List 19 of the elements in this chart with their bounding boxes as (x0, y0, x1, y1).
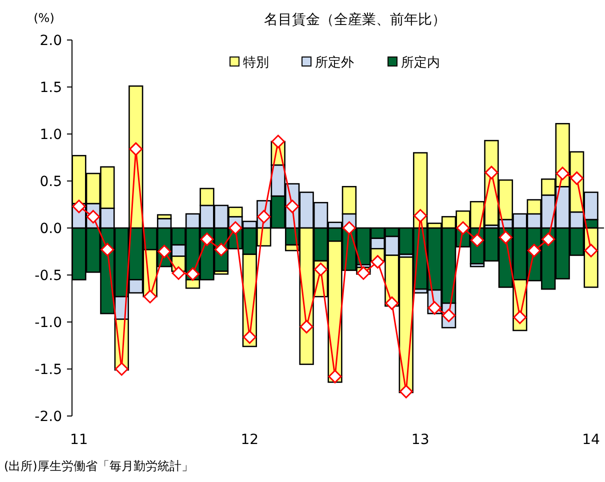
y-tick-label: -0.5 (34, 268, 62, 284)
legend-label: 特別 (243, 56, 269, 71)
y-tick-label: 1.0 (40, 126, 62, 143)
y-axis-title: (%) (34, 11, 54, 25)
y-tick-label: 1.5 (40, 80, 62, 96)
chart-title: 名目賃金（全産業、前年比） (264, 12, 446, 28)
x-tick-label: 12 (240, 432, 259, 448)
text: (出所)厚生労働省「毎月勤労統計」 (4, 459, 194, 473)
y-tick-label: -1.0 (34, 314, 62, 331)
x-tick-label: 11 (70, 432, 88, 448)
y-tick-label: 2.0 (40, 32, 62, 49)
y-tick-label: -1.5 (34, 362, 62, 378)
legend-label: 所定内 (401, 56, 440, 71)
y-tick-label: 0.0 (40, 220, 62, 237)
legend-label: 所定外 (315, 56, 354, 71)
x-tick-label: 13 (411, 432, 430, 448)
y-tick-label: -2.0 (34, 408, 62, 425)
x-tick-label: 14 (582, 432, 600, 448)
y-tick-label: 0.5 (40, 174, 62, 190)
